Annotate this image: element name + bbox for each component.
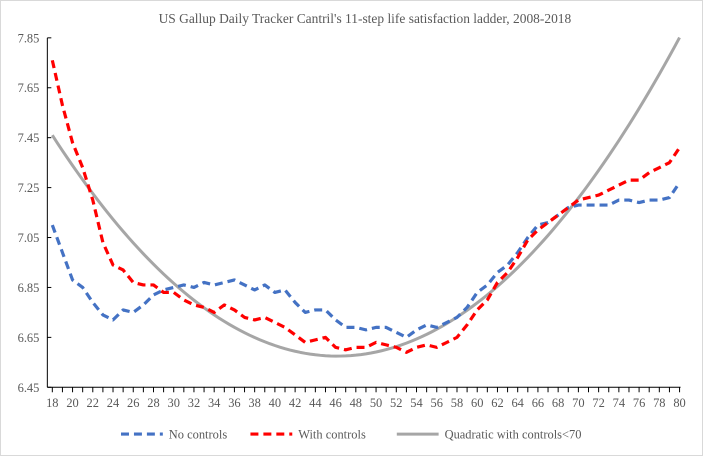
y-tick-label: 6.65 — [18, 331, 40, 345]
x-tick-label: 22 — [87, 396, 99, 410]
x-tick-label: 56 — [431, 396, 443, 410]
x-tick-label: 40 — [269, 396, 281, 410]
x-tick-label: 52 — [390, 396, 402, 410]
x-tick-label: 24 — [107, 396, 120, 410]
x-tick-label: 38 — [248, 396, 260, 410]
y-tick-label: 7.05 — [18, 231, 40, 245]
plot-area: 6.45 6.65 6.85 7.05 7.25 7.45 7.65 7.85 18 20 22 24… — [18, 31, 686, 410]
series-line-1 — [50, 59, 681, 354]
x-tick-label: 50 — [370, 396, 382, 410]
x-tick-label: 32 — [188, 396, 200, 410]
x-tick-label: 54 — [410, 396, 423, 410]
x-tick-label: 58 — [451, 396, 463, 410]
x-tick-label: 30 — [167, 396, 179, 410]
legend-label-2: Quadratic with controls<70 — [445, 428, 582, 442]
y-tick-label: 7.85 — [18, 31, 40, 45]
legend-label-1: With controls — [298, 428, 366, 442]
x-tick-label: 70 — [572, 396, 584, 410]
y-tick-label: 7.25 — [18, 181, 40, 195]
x-tick-label: 28 — [147, 396, 159, 410]
y-tick-label: 7.65 — [18, 81, 40, 95]
x-tick-label: 36 — [228, 396, 240, 410]
x-tick-label: 42 — [289, 396, 301, 410]
x-tick-label: 46 — [329, 396, 341, 410]
x-tick-label: 72 — [592, 396, 604, 410]
x-tick-label: 80 — [673, 396, 685, 410]
x-tick-label: 74 — [613, 396, 626, 410]
x-tick-label: 34 — [208, 396, 221, 410]
x-tick-label: 62 — [491, 396, 503, 410]
legend: No controls With controls Quadratic with c… — [121, 428, 581, 442]
chart-title: US Gallup Daily Tracker Cantril's 11-ste… — [159, 11, 572, 26]
x-tick-label: 18 — [46, 396, 58, 410]
x-tick-label: 26 — [127, 396, 139, 410]
x-tick-label: 68 — [552, 396, 564, 410]
x-tick-label: 64 — [511, 396, 524, 410]
x-tick-label: 78 — [653, 396, 665, 410]
legend-label-0: No controls — [169, 428, 228, 442]
x-tick-label: 76 — [633, 396, 645, 410]
y-tick-label: 6.45 — [18, 381, 40, 395]
x-tick-label: 20 — [66, 396, 78, 410]
x-tick-label: 60 — [471, 396, 483, 410]
series-line-0 — [50, 181, 681, 339]
y-tick-label: 6.85 — [18, 281, 40, 295]
x-tick-label: 48 — [350, 396, 362, 410]
x-tick-label: 44 — [309, 396, 322, 410]
x-tick-label: 66 — [532, 396, 544, 410]
y-tick-label: 7.45 — [18, 131, 40, 145]
